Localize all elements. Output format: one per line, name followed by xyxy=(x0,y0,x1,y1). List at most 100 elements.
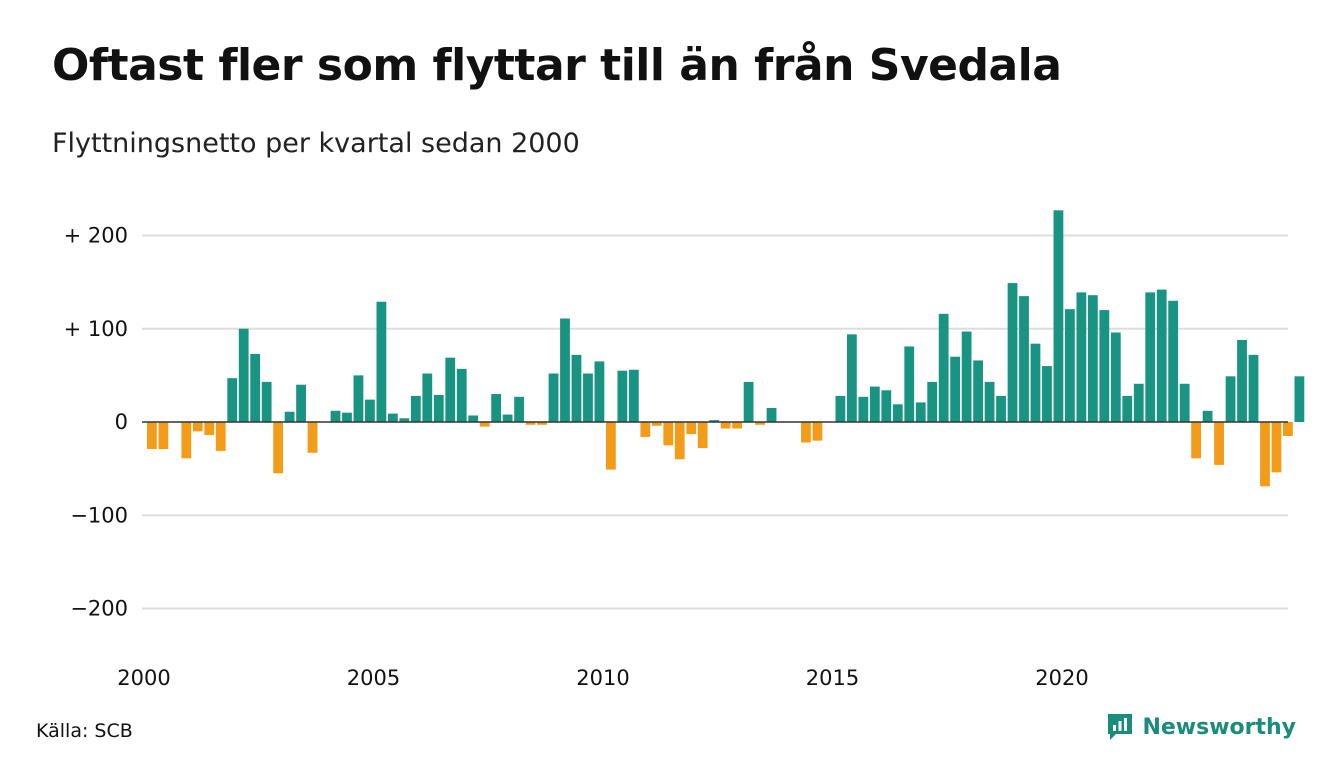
bar xyxy=(973,360,983,422)
bar xyxy=(984,381,995,422)
bar xyxy=(204,422,215,436)
source-note: Källa: SCB xyxy=(36,720,133,742)
bar xyxy=(732,422,743,429)
bar xyxy=(1065,309,1075,422)
bar xyxy=(422,373,433,422)
bar xyxy=(697,422,708,449)
x-tick-label: 2000 xyxy=(117,666,170,690)
bar xyxy=(1248,354,1259,422)
bar xyxy=(617,370,628,422)
bar xyxy=(950,356,961,422)
bar xyxy=(399,418,410,422)
bar xyxy=(238,328,249,422)
y-tick-label: −200 xyxy=(70,597,128,621)
bar xyxy=(376,301,387,422)
bar xyxy=(869,386,880,422)
bar xyxy=(812,422,823,441)
bar xyxy=(537,422,547,425)
bar xyxy=(571,354,582,422)
bar xyxy=(502,414,513,422)
bar xyxy=(755,422,765,425)
bar xyxy=(560,318,570,422)
bar xyxy=(1271,422,1282,473)
bar xyxy=(606,422,616,470)
bar xyxy=(801,422,811,443)
bar xyxy=(1087,295,1098,422)
bar xyxy=(296,384,306,422)
bar xyxy=(915,402,926,422)
y-tick-label: −100 xyxy=(70,503,128,527)
bar xyxy=(674,422,685,460)
bar xyxy=(181,422,192,459)
bar xyxy=(330,410,341,422)
bar xyxy=(365,399,375,422)
bar xyxy=(342,412,352,422)
y-tick-label: 0 xyxy=(115,410,128,434)
bar xyxy=(1191,422,1202,459)
bar xyxy=(904,346,915,422)
bar xyxy=(1283,422,1293,436)
bar xyxy=(1179,383,1190,422)
bar xyxy=(651,422,662,426)
bar xyxy=(456,368,467,422)
bar xyxy=(1237,339,1247,422)
bar xyxy=(927,381,938,422)
bar xyxy=(961,331,972,422)
bar xyxy=(525,422,536,425)
newsworthy-logo: Newsworthy xyxy=(1106,712,1296,742)
bar xyxy=(686,422,697,435)
bar xyxy=(938,313,949,422)
bar xyxy=(858,396,869,422)
bar xyxy=(1053,210,1064,422)
x-tick-label: 2015 xyxy=(806,666,859,690)
bar xyxy=(1007,283,1018,422)
bar xyxy=(215,422,226,451)
bar xyxy=(158,422,169,450)
bar xyxy=(1294,376,1305,422)
bar xyxy=(1133,383,1144,422)
bar xyxy=(491,394,502,422)
bar xyxy=(147,422,157,450)
bar xyxy=(1145,292,1156,422)
bar xyxy=(1168,300,1179,422)
y-tick-label: + 200 xyxy=(64,224,128,248)
bar xyxy=(846,334,857,422)
bar xyxy=(881,390,892,422)
bar xyxy=(250,353,261,422)
bar xyxy=(192,422,203,432)
bar xyxy=(663,422,674,446)
bar xyxy=(468,415,479,422)
chart-title: Oftast fler som flyttar till än från Sve… xyxy=(52,40,1062,91)
bar xyxy=(445,357,456,422)
bar xyxy=(996,395,1006,422)
bar xyxy=(743,381,754,422)
bar xyxy=(227,378,238,422)
chart-subtitle: Flyttningsnetto per kvartal sedan 2000 xyxy=(52,128,580,159)
bar xyxy=(594,361,605,422)
bar xyxy=(1099,310,1110,422)
bar xyxy=(1202,410,1213,422)
bar xyxy=(835,395,846,422)
bar xyxy=(1019,296,1029,422)
bar xyxy=(307,422,318,453)
y-tick-label: + 100 xyxy=(64,317,128,341)
bar xyxy=(720,422,731,429)
bar xyxy=(1260,422,1270,487)
bar xyxy=(514,396,524,422)
bar xyxy=(1156,289,1167,422)
bar xyxy=(583,373,593,422)
bar xyxy=(1225,376,1236,422)
bar xyxy=(479,422,490,427)
bar xyxy=(273,422,284,474)
x-tick-label: 2020 xyxy=(1035,666,1088,690)
brand-name: Newsworthy xyxy=(1142,714,1296,740)
bar xyxy=(640,422,651,437)
bar xyxy=(1042,366,1052,422)
bar xyxy=(1030,343,1041,422)
bar xyxy=(433,394,444,422)
bar xyxy=(261,381,272,422)
bar xyxy=(1214,422,1224,465)
x-tick-label: 2005 xyxy=(347,666,400,690)
bar xyxy=(1122,395,1133,422)
